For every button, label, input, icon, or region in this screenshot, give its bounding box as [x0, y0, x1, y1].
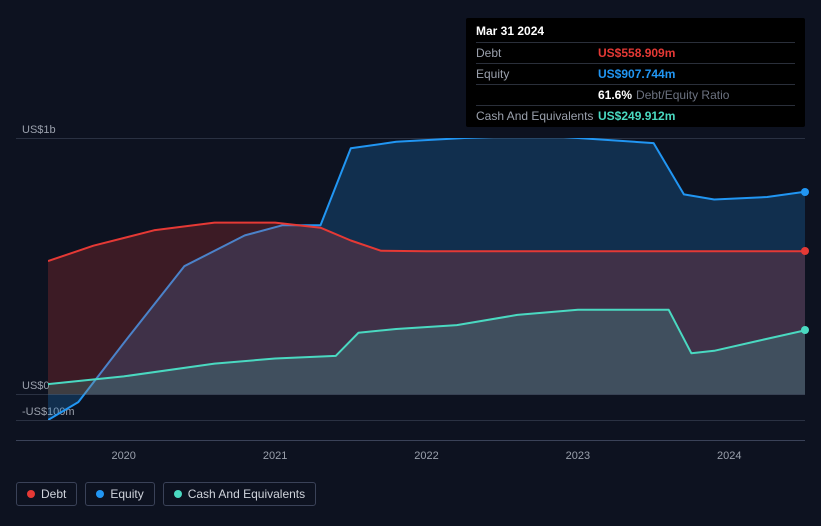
chart-tooltip: Mar 31 2024 DebtUS$558.909mEquityUS$907.…: [466, 18, 805, 127]
legend-label: Debt: [41, 487, 66, 501]
x-axis-label: 2020: [111, 450, 135, 462]
legend-dot-icon: [27, 490, 35, 498]
x-axis-label: 2024: [717, 450, 741, 462]
chart-legend: Debt Equity Cash And Equivalents: [16, 482, 316, 506]
debt-equity-chart: Mar 31 2024 DebtUS$558.909mEquityUS$907.…: [0, 0, 821, 526]
tooltip-row-label: [476, 88, 598, 102]
tooltip-row-label: Equity: [476, 67, 598, 81]
series-end-dot-debt: [801, 247, 809, 255]
tooltip-row-value: US$249.912m: [598, 109, 675, 123]
gridline: [16, 420, 805, 421]
tooltip-row: DebtUS$558.909m: [476, 42, 795, 63]
legend-label: Equity: [110, 487, 143, 501]
y-axis-label: US$1b: [22, 124, 56, 136]
tooltip-row-value: 61.6%Debt/Equity Ratio: [598, 88, 729, 102]
legend-dot-icon: [96, 490, 104, 498]
legend-item[interactable]: Cash And Equivalents: [163, 482, 316, 506]
legend-item[interactable]: Debt: [16, 482, 77, 506]
plot-area[interactable]: [48, 138, 805, 420]
legend-item[interactable]: Equity: [85, 482, 154, 506]
legend-label: Cash And Equivalents: [188, 487, 305, 501]
tooltip-row-label: Debt: [476, 46, 598, 60]
tooltip-row-value: US$558.909m: [598, 46, 675, 60]
x-axis-label: 2022: [414, 450, 438, 462]
x-axis-label: 2023: [566, 450, 590, 462]
tooltip-row-value: US$907.744m: [598, 67, 675, 81]
x-axis-label: 2021: [263, 450, 287, 462]
tooltip-row: Cash And EquivalentsUS$249.912m: [476, 105, 795, 123]
tooltip-title: Mar 31 2024: [476, 24, 795, 42]
series-end-dot-equity: [801, 188, 809, 196]
tooltip-row: 61.6%Debt/Equity Ratio: [476, 84, 795, 105]
tooltip-row-sublabel: Debt/Equity Ratio: [636, 88, 729, 102]
series-end-dot-cash: [801, 326, 809, 334]
legend-dot-icon: [174, 490, 182, 498]
tooltip-row-label: Cash And Equivalents: [476, 109, 598, 123]
tooltip-row: EquityUS$907.744m: [476, 63, 795, 84]
y-axis-label: US$0: [22, 380, 50, 392]
x-axis: [16, 440, 805, 441]
